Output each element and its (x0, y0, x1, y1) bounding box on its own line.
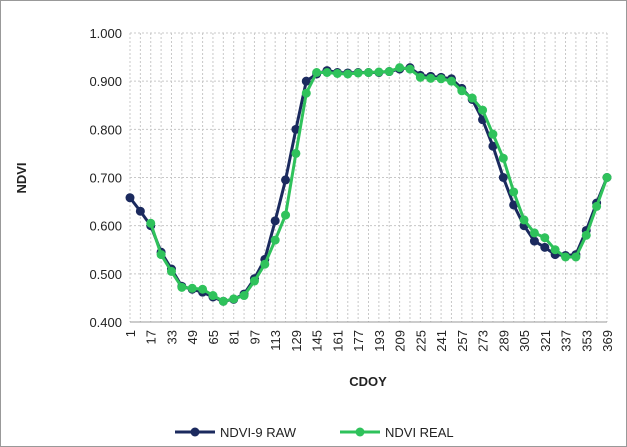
point (529, 228, 539, 238)
point (270, 235, 280, 245)
point (187, 283, 197, 293)
x-tick-label: 193 (372, 330, 387, 352)
x-tick-label: 1 (123, 330, 138, 337)
point (415, 72, 425, 82)
y-tick-label: 0.700 (89, 171, 122, 186)
point (343, 69, 353, 79)
x-tick-label: 145 (310, 330, 325, 352)
x-tick-label: 65 (206, 330, 221, 344)
point (488, 129, 498, 139)
x-tick-label: 161 (330, 330, 345, 352)
point (509, 200, 519, 210)
point (602, 173, 612, 182)
x-tick-label: 97 (247, 330, 262, 344)
x-tick-label: 177 (351, 330, 366, 352)
point (332, 68, 342, 78)
point (446, 76, 456, 86)
point (270, 216, 280, 226)
x-tick-label: 321 (538, 330, 553, 352)
point (281, 175, 291, 185)
point (239, 291, 249, 301)
point (312, 67, 322, 77)
x-tick-label: 353 (579, 330, 594, 352)
point (550, 245, 560, 255)
point (177, 282, 187, 292)
point (498, 173, 508, 182)
point (364, 67, 373, 77)
point (488, 141, 498, 151)
point (498, 153, 508, 163)
point (218, 296, 228, 306)
point (478, 105, 488, 115)
x-tick-label: 17 (144, 330, 159, 344)
point (322, 67, 332, 77)
point (405, 64, 415, 74)
legend-label: NDVI REAL (385, 425, 454, 440)
point (457, 86, 467, 96)
point (509, 187, 519, 197)
point (301, 88, 311, 98)
x-tick-label: 81 (227, 330, 242, 344)
x-tick-label: 241 (434, 330, 449, 352)
x-tick-label: 257 (455, 330, 470, 352)
point (540, 242, 550, 252)
point (291, 148, 301, 158)
point (540, 233, 550, 243)
point (581, 230, 591, 240)
point (592, 201, 602, 211)
point (395, 63, 405, 73)
point (467, 93, 477, 103)
point (166, 266, 176, 276)
x-tick-label: 49 (185, 330, 200, 344)
point (426, 73, 436, 83)
y-tick-label: 0.900 (89, 74, 122, 89)
y-tick-label: 0.800 (89, 122, 122, 137)
y-tick-label: 0.600 (89, 219, 122, 234)
point (281, 210, 291, 220)
x-tick-label: 113 (268, 330, 283, 351)
x-tick-label: 337 (559, 330, 574, 352)
point (519, 215, 529, 225)
point (301, 76, 311, 86)
point (436, 74, 446, 84)
x-tick-label: 369 (600, 330, 615, 352)
y-tick-label: 0.400 (89, 315, 122, 330)
point (374, 67, 384, 77)
x-tick-label: 33 (164, 330, 179, 344)
point (125, 193, 135, 203)
point (229, 294, 239, 304)
point (353, 68, 363, 78)
point (135, 206, 145, 216)
x-tick-label: 129 (289, 330, 304, 352)
x-tick-label: 209 (393, 330, 408, 352)
point (249, 276, 259, 286)
y-tick-label: 0.500 (89, 267, 122, 282)
point (156, 250, 166, 260)
x-axis-title: CDOY (349, 374, 387, 389)
point (571, 252, 581, 262)
x-tick-label: 289 (496, 330, 511, 352)
point (198, 284, 208, 294)
point (384, 67, 394, 77)
point (260, 259, 270, 269)
x-tick-label: 305 (517, 330, 532, 352)
x-tick-label: 273 (476, 330, 491, 352)
point (208, 291, 218, 301)
legend-label: NDVI-9 RAW (220, 425, 297, 440)
legend-marker (190, 427, 200, 437)
x-tick-label: 225 (413, 330, 428, 352)
point (529, 236, 539, 246)
y-axis-title: NDVI (14, 162, 29, 193)
legend-marker (355, 427, 365, 437)
point (561, 252, 571, 262)
point (146, 218, 156, 228)
y-tick-label: 1.000 (89, 26, 122, 41)
